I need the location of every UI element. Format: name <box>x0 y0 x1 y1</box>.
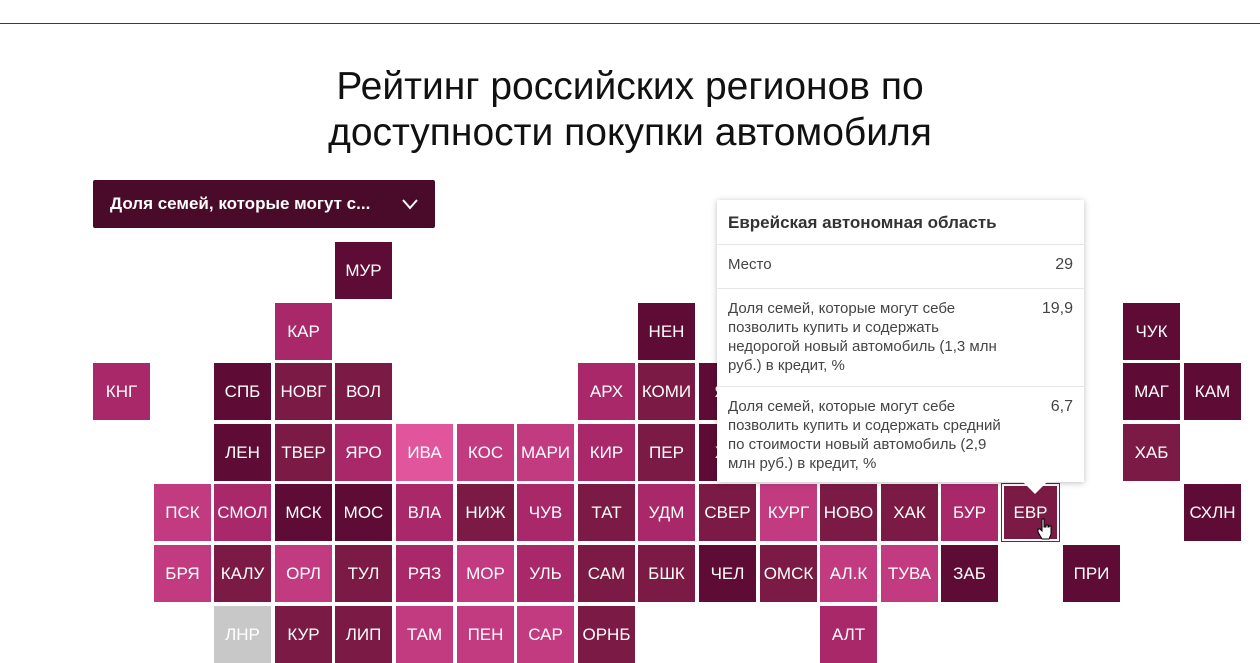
region-tile-хак[interactable]: ХАК <box>881 484 938 541</box>
region-tile-пен[interactable]: ПЕН <box>457 606 514 663</box>
region-tile-тул[interactable]: ТУЛ <box>335 545 392 602</box>
region-tile-ново[interactable]: НОВО <box>820 484 877 541</box>
region-tooltip: Еврейская автономная область Место 29 До… <box>717 200 1084 494</box>
tooltip-row-cheap-car: Доля семей, которые могут себе позволить… <box>717 289 1084 387</box>
region-tile-лип[interactable]: ЛИП <box>335 606 392 663</box>
tooltip-label-mid-car: Доля семей, которые могут себе позволить… <box>728 398 1001 472</box>
region-tile-там[interactable]: ТАМ <box>396 606 453 663</box>
tooltip-label-cheap-car: Доля семей, которые могут себе позволить… <box>728 300 997 374</box>
region-tile-чел[interactable]: ЧЕЛ <box>699 545 756 602</box>
tooltip-value-rank: 29 <box>1055 256 1073 273</box>
region-tile-яро[interactable]: ЯРО <box>335 424 392 481</box>
region-tile-кос[interactable]: КОС <box>457 424 514 481</box>
region-tile-свер[interactable]: СВЕР <box>699 484 756 541</box>
page-title: Рейтинг российских регионов по доступнос… <box>0 64 1260 156</box>
region-tile-кур[interactable]: КУР <box>275 606 332 663</box>
region-tile-орл[interactable]: ОРЛ <box>275 545 332 602</box>
region-tile-твер[interactable]: ТВЕР <box>275 424 332 481</box>
tooltip-row-mid-car: Доля семей, которые могут себе позволить… <box>717 387 1084 482</box>
metric-select[interactable]: Доля семей, которые могут с... <box>93 180 435 228</box>
region-tile-лен[interactable]: ЛЕН <box>214 424 271 481</box>
region-tile-смол[interactable]: СМОЛ <box>214 484 271 541</box>
region-tile-вол[interactable]: ВОЛ <box>335 363 392 420</box>
region-tile-мос[interactable]: МОС <box>335 484 392 541</box>
region-tile-мор[interactable]: МОР <box>457 545 514 602</box>
region-tile-мари[interactable]: МАРИ <box>517 424 574 481</box>
tooltip-title: Еврейская автономная область <box>717 200 1084 245</box>
region-tile-пер[interactable]: ПЕР <box>638 424 695 481</box>
region-tile-алт[interactable]: АЛТ <box>820 606 877 663</box>
region-tile-кир[interactable]: КИР <box>578 424 635 481</box>
pointer-cursor-icon <box>1037 518 1052 540</box>
region-tile-мск[interactable]: МСК <box>275 484 332 541</box>
tooltip-label-rank: Место <box>728 256 772 273</box>
region-tile-кург[interactable]: КУРГ <box>760 484 817 541</box>
region-tile-уль[interactable]: УЛЬ <box>517 545 574 602</box>
title-line-1: Рейтинг российских регионов по <box>336 65 924 109</box>
region-tile-сар[interactable]: САР <box>517 606 574 663</box>
region-tile-бур[interactable]: БУР <box>941 484 998 541</box>
region-tile-удм[interactable]: УДМ <box>638 484 695 541</box>
region-tile-чув[interactable]: ЧУВ <box>517 484 574 541</box>
region-tile-заб[interactable]: ЗАБ <box>941 545 998 602</box>
region-tile-ива[interactable]: ИВА <box>396 424 453 481</box>
region-tile-бря[interactable]: БРЯ <box>154 545 211 602</box>
region-tile-ряз[interactable]: РЯЗ <box>396 545 453 602</box>
region-tile-бшк[interactable]: БШК <box>638 545 695 602</box>
region-tile-схлн[interactable]: СХЛН <box>1184 484 1241 541</box>
region-tile-тат[interactable]: ТАТ <box>578 484 635 541</box>
region-tile-сам[interactable]: САМ <box>578 545 635 602</box>
region-tile-нен[interactable]: НЕН <box>638 303 695 360</box>
top-divider <box>0 23 1260 24</box>
region-tile-арх[interactable]: АРХ <box>578 363 635 420</box>
region-tile-тува[interactable]: ТУВА <box>881 545 938 602</box>
tooltip-value-cheap-car: 19,9 <box>1041 300 1073 317</box>
region-tile-кам[interactable]: КАМ <box>1184 363 1241 420</box>
region-tile-спб[interactable]: СПБ <box>214 363 271 420</box>
region-tile-мур[interactable]: МУР <box>335 242 392 299</box>
region-tile-лнр[interactable]: ЛНР <box>214 606 271 663</box>
region-tile-пск[interactable]: ПСК <box>154 484 211 541</box>
region-tile-коми[interactable]: КОМИ <box>638 363 695 420</box>
chevron-down-icon <box>402 199 418 210</box>
region-tile-алк[interactable]: АЛ.К <box>820 545 877 602</box>
region-tile-ниж[interactable]: НИЖ <box>457 484 514 541</box>
region-tile-маг[interactable]: МАГ <box>1123 363 1180 420</box>
region-tile-вла[interactable]: ВЛА <box>396 484 453 541</box>
region-tile-калу[interactable]: КАЛУ <box>214 545 271 602</box>
metric-select-label: Доля семей, которые могут с... <box>110 194 371 213</box>
tooltip-row-rank: Место 29 <box>717 245 1084 289</box>
region-tile-чук[interactable]: ЧУК <box>1123 303 1180 360</box>
region-tile-новг[interactable]: НОВГ <box>275 363 332 420</box>
region-tile-омск[interactable]: ОМСК <box>760 545 817 602</box>
tooltip-value-mid-car: 6,7 <box>1050 398 1073 415</box>
region-tile-кнг[interactable]: КНГ <box>93 363 150 420</box>
title-line-2: доступности покупки автомобиля <box>328 111 932 155</box>
region-tile-при[interactable]: ПРИ <box>1063 545 1120 602</box>
region-tile-хаб[interactable]: ХАБ <box>1123 424 1180 481</box>
region-tile-орнб[interactable]: ОРНБ <box>578 606 635 663</box>
region-tile-кар[interactable]: КАР <box>275 303 332 360</box>
